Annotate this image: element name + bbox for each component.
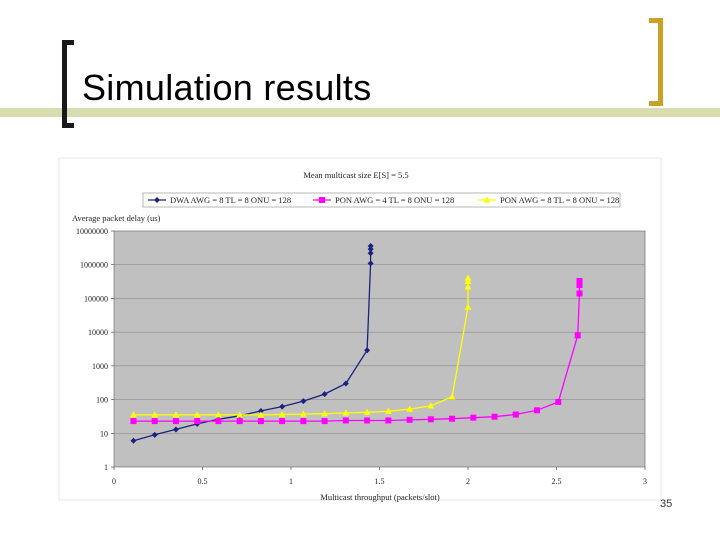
data-point: [406, 416, 413, 423]
data-point: [130, 437, 137, 444]
series-layer: [130, 242, 583, 444]
data-point: [151, 431, 158, 438]
data-point: [257, 411, 265, 418]
data-point: [279, 418, 286, 425]
data-point: [300, 398, 307, 405]
x-tick-label: 3: [643, 477, 647, 486]
data-point: [257, 407, 264, 414]
data-point: [367, 250, 374, 257]
data-point: [193, 411, 201, 418]
data-point: [367, 242, 374, 249]
data-point: [236, 411, 244, 418]
data-point: [300, 418, 307, 425]
y-tick-label: 1000000: [80, 261, 108, 270]
legend-entries: DWA AWG = 8 TL = 8 ONU = 128 PON AWG = 4 …: [148, 195, 619, 205]
series-line: [133, 278, 469, 416]
data-point: [555, 398, 562, 405]
y-tick-label: 100000: [84, 294, 108, 303]
data-point: [464, 277, 472, 284]
data-point: [321, 418, 328, 425]
data-point: [427, 402, 435, 409]
data-point: [367, 260, 374, 267]
data-point: [172, 411, 180, 418]
data-point: [367, 246, 374, 253]
series-line: [133, 246, 372, 442]
data-point: [534, 407, 541, 414]
data-point: [194, 418, 201, 425]
data-point: [385, 417, 392, 424]
legend: [142, 192, 621, 208]
slide-title: Simulation results: [82, 67, 372, 108]
data-point: [172, 418, 179, 425]
chart-title: Mean multicast size E[S] = 5.5: [303, 170, 408, 180]
x-tick-label: 0.5: [198, 477, 208, 486]
data-point: [364, 417, 371, 424]
data-point: [321, 410, 329, 417]
data-point: [279, 403, 286, 410]
data-point: [130, 418, 137, 425]
legend-marker: [483, 196, 491, 203]
right-bracket-decoration: [649, 18, 663, 106]
legend-marker: [154, 197, 160, 203]
data-point: [151, 411, 159, 418]
data-point: [512, 411, 519, 418]
data-point: [363, 408, 371, 415]
left-bracket-decoration: [62, 40, 74, 128]
data-point: [576, 282, 583, 289]
y-axis-label: Average packet delay (us): [72, 213, 161, 223]
legend-label: PON AWG = 4 TL = 8 ONU = 128: [335, 195, 454, 205]
y-tick-label: 10000: [88, 328, 108, 337]
x-axis-label: Multicast throughput (packets/slot): [320, 492, 440, 502]
data-point: [151, 418, 158, 425]
data-point: [257, 418, 264, 425]
legend-marker: [319, 197, 325, 203]
data-point: [384, 407, 392, 414]
data-point: [464, 274, 472, 281]
x-tick-label: 2.5: [552, 477, 562, 486]
grid-layer: [114, 264, 645, 434]
data-point: [449, 415, 456, 422]
data-point: [427, 416, 434, 423]
data-point: [491, 413, 498, 420]
data-point: [576, 290, 583, 297]
y-tick-label: 10000000: [76, 227, 108, 236]
page-number: 35: [660, 498, 673, 510]
data-point: [172, 426, 179, 433]
data-point: [215, 411, 222, 418]
data-point: [278, 410, 286, 418]
data-point: [448, 393, 456, 400]
data-point: [464, 283, 472, 290]
data-point: [130, 411, 137, 418]
data-point: [342, 417, 349, 424]
data-point: [236, 418, 243, 425]
plot-area: [113, 230, 646, 468]
data-point: [215, 418, 222, 425]
x-tick-label: 1.5: [375, 477, 385, 486]
x-tick-label: 1: [289, 477, 293, 486]
data-point: [464, 303, 472, 310]
series-2: [130, 277, 583, 425]
data-point: [576, 277, 583, 284]
title-band: [0, 108, 720, 117]
x-tick-label: 0: [112, 477, 116, 486]
legend-label: DWA AWG = 8 TL = 8 ONU = 128: [170, 195, 291, 205]
y-tick-label: 1: [104, 463, 108, 472]
series-3: [130, 274, 472, 418]
y-tick-label: 10: [100, 429, 108, 438]
y-tick-label: 1000: [92, 362, 108, 371]
data-point: [406, 405, 413, 412]
data-point: [342, 380, 349, 387]
data-point: [364, 347, 371, 354]
data-point: [470, 414, 477, 421]
data-point: [342, 409, 350, 416]
y-tick-label: 100: [96, 396, 108, 405]
data-point: [321, 391, 328, 398]
data-point: [299, 410, 307, 417]
data-point: [574, 332, 581, 339]
legend-label: PON AWG = 8 TL = 8 ONU = 128: [500, 195, 619, 205]
x-tick-label: 2: [466, 477, 470, 486]
tick-layer: 1 10 100 1000 10000 100000 1000000 10000000 0 0.5…: [76, 227, 647, 486]
